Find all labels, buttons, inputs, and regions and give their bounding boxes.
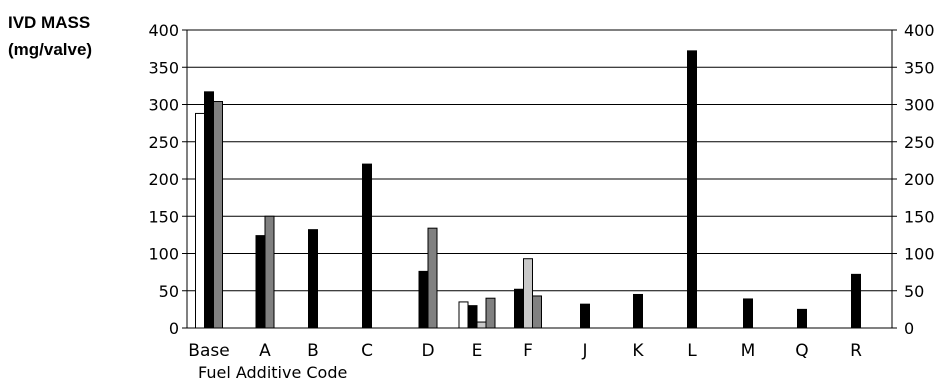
category-label-k: K <box>632 341 644 361</box>
bar-c-1 <box>362 163 372 329</box>
category-label-q: Q <box>795 341 808 361</box>
category-labels: Base A B C D E F J K L M Q R <box>188 341 862 361</box>
bar-j-1 <box>580 303 590 329</box>
category-label-j: J <box>581 341 587 361</box>
bar-e-1 <box>458 301 469 329</box>
axes <box>182 29 897 329</box>
bar-base-3 <box>213 101 223 329</box>
bar-m-1 <box>743 298 753 329</box>
y-tick-label-left-250: 250 <box>148 133 179 152</box>
bar-q-1 <box>797 308 807 329</box>
tick-labels: 0 0 50 50 100 100 150 150 200 200 250 250 300 300 350 3… <box>148 21 934 338</box>
category-label-f: F <box>523 341 533 361</box>
y-tick-label-right-350: 350 <box>904 58 935 77</box>
bar-base-2 <box>204 91 214 329</box>
category-label-base: Base <box>188 341 229 361</box>
y-tick-label-right-100: 100 <box>904 245 935 264</box>
category-label-l: L <box>687 341 697 361</box>
bar-e-4 <box>485 297 496 329</box>
bar-r-1 <box>851 273 861 329</box>
bar-f-3 <box>532 295 542 329</box>
bar-k-1 <box>633 293 643 329</box>
bar-l-1 <box>687 50 697 329</box>
category-label-c: C <box>361 341 373 361</box>
y-tick-label-right-0: 0 <box>904 319 914 338</box>
gridlines <box>187 29 892 329</box>
bar-a-2 <box>264 215 275 329</box>
y-tick-label-left-350: 350 <box>148 58 179 77</box>
y-tick-label-left-300: 300 <box>148 96 179 115</box>
y-tick-label-left-150: 150 <box>148 207 179 226</box>
y-tick-label-left-200: 200 <box>148 170 179 189</box>
y-tick-label-left-0: 0 <box>169 319 179 338</box>
y-tick-label-right-300: 300 <box>904 96 935 115</box>
category-label-d: D <box>421 341 434 361</box>
bar-e-2 <box>467 305 478 329</box>
y-tick-label-right-150: 150 <box>904 207 935 226</box>
bar-d-1 <box>418 270 429 329</box>
y-tick-label-right-200: 200 <box>904 170 935 189</box>
bar-a-1 <box>255 235 266 329</box>
category-label-m: M <box>741 341 756 361</box>
x-axis-title: Fuel Additive Code <box>198 363 347 381</box>
category-label-b: B <box>307 341 319 361</box>
y-axis-title-line-2: (mg/valve) <box>8 40 92 59</box>
bar-b-1 <box>308 229 318 329</box>
bar-d-2 <box>427 227 438 329</box>
category-label-r: R <box>850 341 862 361</box>
y-tick-label-right-400: 400 <box>904 21 935 40</box>
y-tick-label-left-400: 400 <box>148 21 179 40</box>
category-label-a: A <box>259 341 271 361</box>
y-axis-title-line-1: IVD MASS <box>8 13 90 32</box>
y-tick-label-left-100: 100 <box>148 245 179 264</box>
category-label-e: E <box>472 341 483 361</box>
y-tick-label-right-250: 250 <box>904 133 935 152</box>
bar-f-1 <box>514 288 524 329</box>
bar-base-1 <box>195 112 205 329</box>
bar-f-2 <box>523 258 533 329</box>
bar-e-3 <box>476 321 487 329</box>
y-tick-label-right-50: 50 <box>904 282 924 301</box>
y-tick-label-left-50: 50 <box>159 282 179 301</box>
bars <box>195 50 861 329</box>
